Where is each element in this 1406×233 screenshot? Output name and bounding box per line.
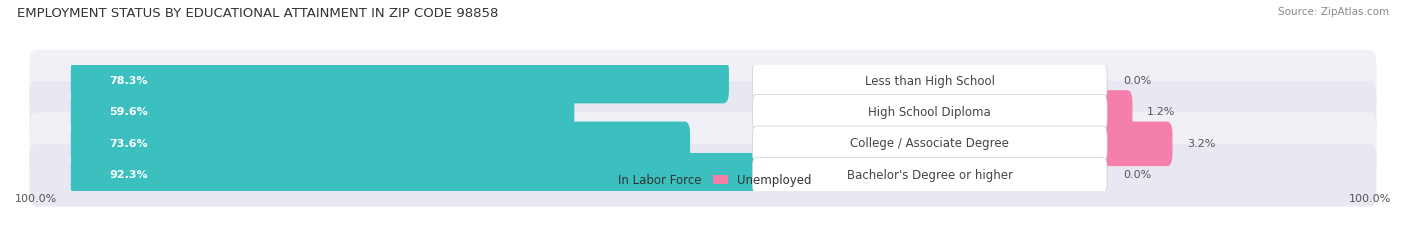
Text: Source: ZipAtlas.com: Source: ZipAtlas.com (1278, 7, 1389, 17)
FancyBboxPatch shape (1098, 90, 1132, 135)
FancyBboxPatch shape (752, 63, 1107, 99)
Text: 92.3%: 92.3% (110, 170, 148, 180)
Text: EMPLOYMENT STATUS BY EDUCATIONAL ATTAINMENT IN ZIP CODE 98858: EMPLOYMENT STATUS BY EDUCATIONAL ATTAINM… (17, 7, 498, 20)
Text: 3.2%: 3.2% (1187, 139, 1216, 149)
FancyBboxPatch shape (70, 59, 728, 103)
Text: 0.0%: 0.0% (1123, 170, 1152, 180)
FancyBboxPatch shape (70, 90, 574, 135)
FancyBboxPatch shape (30, 113, 1376, 175)
Text: 0.0%: 0.0% (1123, 76, 1152, 86)
FancyBboxPatch shape (70, 153, 845, 198)
Text: High School Diploma: High School Diploma (869, 106, 991, 119)
FancyBboxPatch shape (752, 157, 1107, 193)
Text: College / Associate Degree: College / Associate Degree (851, 137, 1010, 150)
Text: Less than High School: Less than High School (865, 75, 994, 88)
FancyBboxPatch shape (30, 144, 1376, 207)
Text: 1.2%: 1.2% (1147, 107, 1175, 117)
FancyBboxPatch shape (1098, 122, 1173, 166)
Text: 73.6%: 73.6% (110, 139, 148, 149)
FancyBboxPatch shape (752, 95, 1107, 130)
Text: 78.3%: 78.3% (110, 76, 148, 86)
FancyBboxPatch shape (30, 50, 1376, 113)
FancyBboxPatch shape (752, 126, 1107, 162)
FancyBboxPatch shape (30, 81, 1376, 144)
Legend: In Labor Force, Unemployed: In Labor Force, Unemployed (589, 169, 817, 191)
Text: Bachelor's Degree or higher: Bachelor's Degree or higher (846, 169, 1012, 182)
Text: 59.6%: 59.6% (110, 107, 148, 117)
FancyBboxPatch shape (70, 122, 690, 166)
